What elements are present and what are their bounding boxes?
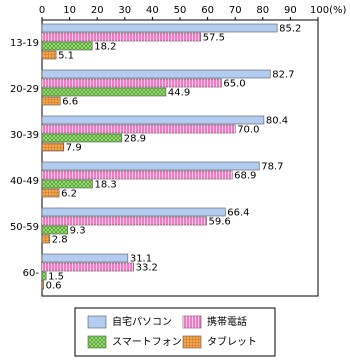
x-tick-label: 10: [63, 5, 76, 16]
legend-label: 携帯電話: [207, 315, 247, 328]
x-tick-label: 20: [91, 5, 104, 16]
value-label: 6.6: [62, 97, 78, 108]
legend-label: スマートフォン: [112, 337, 182, 348]
value-label: 65.0: [223, 79, 245, 90]
value-label: 9.3: [70, 226, 86, 237]
bar-texture: [42, 125, 236, 133]
bar-texture: [42, 97, 61, 105]
bar-texture: [42, 281, 44, 289]
legend-texture: [88, 336, 106, 348]
bar: [41, 161, 260, 171]
value-label: 85.2: [279, 24, 301, 35]
bar: [41, 115, 265, 125]
bar-texture: [42, 263, 134, 271]
legend-texture: [183, 316, 201, 328]
bar-texture: [42, 88, 166, 96]
legend-box: [74, 307, 276, 357]
x-tick-label: 80: [256, 5, 269, 16]
bar-texture: [42, 79, 222, 87]
bar-texture: [42, 42, 93, 50]
x-tick-label: 100(%): [310, 5, 346, 16]
x-tick-label: 30: [118, 5, 131, 16]
legend-label: 自宅パソコン: [112, 315, 172, 328]
bar-texture: [42, 235, 50, 243]
x-tick-label: 90: [284, 5, 297, 16]
value-label: 5.1: [58, 51, 74, 62]
value-label: 28.9: [124, 134, 146, 145]
bar-texture: [42, 51, 57, 59]
value-label: 66.4: [227, 208, 249, 219]
value-label: 44.9: [168, 88, 190, 99]
bar-texture: [42, 226, 68, 234]
value-label: 70.0: [237, 125, 259, 136]
bar: [41, 207, 226, 217]
y-tick-label: 60-: [23, 268, 40, 279]
value-label: 2.8: [52, 235, 68, 246]
x-tick-label: 70: [229, 5, 242, 16]
bar-texture: [42, 171, 233, 179]
x-tick-label: 50: [174, 5, 187, 16]
bar: [41, 23, 278, 33]
value-label: 18.2: [94, 42, 116, 53]
value-label: 1.5: [48, 272, 64, 283]
value-label: 80.4: [266, 116, 288, 127]
value-label: 68.9: [234, 171, 256, 182]
value-label: 57.5: [203, 33, 225, 44]
value-label: 0.6: [46, 281, 62, 292]
bar-texture: [42, 217, 207, 225]
y-tick-label: 13-19: [10, 38, 39, 49]
value-label: 31.1: [130, 254, 152, 265]
y-tick-label: 40-49: [10, 176, 39, 187]
legend-texture: [183, 336, 201, 348]
bar: [41, 253, 129, 263]
value-label: 33.2: [136, 263, 158, 274]
bar-texture: [42, 143, 64, 151]
value-label: 7.9: [66, 143, 82, 154]
value-label: 6.2: [61, 189, 77, 200]
bar-texture: [42, 180, 93, 188]
value-label: 82.7: [272, 70, 294, 81]
y-tick-label: 50-59: [10, 222, 39, 233]
legend-label: タブレット: [207, 335, 257, 348]
bar-texture: [42, 134, 122, 142]
y-tick-label: 20-29: [10, 84, 39, 95]
x-tick-label: 40: [146, 5, 159, 16]
legend-swatch: [87, 315, 107, 329]
value-label: 59.6: [208, 217, 230, 228]
bar-texture: [42, 33, 201, 41]
x-tick-label: 60: [201, 5, 214, 16]
y-tick-label: 30-39: [10, 130, 39, 141]
value-label: 78.7: [261, 162, 283, 173]
bar: [41, 69, 271, 79]
value-label: 18.3: [95, 180, 117, 191]
x-tick-label: 0: [39, 5, 45, 16]
bar-texture: [42, 189, 60, 197]
bar-texture: [42, 272, 47, 280]
